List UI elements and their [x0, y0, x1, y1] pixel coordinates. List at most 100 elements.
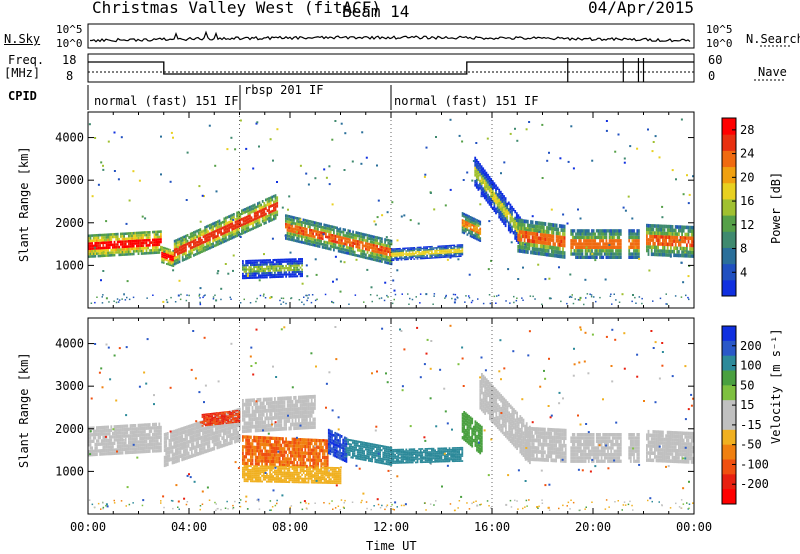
power-cell: [97, 239, 100, 242]
power-cell: [104, 236, 106, 239]
power-cell: [188, 250, 190, 254]
power-cell: [466, 221, 469, 224]
velocity-cell: [128, 450, 130, 455]
power-cell: [261, 214, 264, 217]
power-cell: [317, 222, 319, 225]
power-cell: [266, 259, 268, 262]
velocity-cell: [104, 432, 106, 436]
power-cell: [389, 259, 391, 262]
power-cell: [419, 258, 422, 260]
power-cell: [546, 229, 548, 234]
power-cell: [298, 260, 300, 263]
power-cell: [456, 250, 459, 252]
power-cell: [317, 227, 319, 231]
power-cell: [407, 254, 409, 256]
velocity-cell: [233, 414, 236, 416]
power-cell: [495, 187, 497, 192]
power-cell: [509, 210, 512, 214]
power-cell: [479, 186, 481, 190]
power-cell: [608, 252, 611, 256]
power-cell: [337, 241, 340, 244]
power-cell: [376, 241, 378, 245]
power-cell: [158, 243, 161, 246]
power-cell: [536, 228, 539, 233]
power-cell: [449, 256, 452, 259]
velocity-cell: [208, 413, 210, 415]
power-cell: [105, 297, 108, 300]
power-cell: [261, 259, 263, 262]
power-cell: [269, 213, 272, 217]
velocity-cell: [118, 431, 121, 435]
power-cell: [189, 246, 192, 250]
power-cell: [250, 227, 253, 231]
power-cell: [615, 232, 617, 236]
power-cell: [89, 237, 92, 240]
power-cell: [589, 235, 592, 240]
velocity-cell: [198, 447, 201, 452]
power-cell: [673, 249, 675, 254]
power-cell: [631, 242, 634, 246]
power-cell: [167, 261, 170, 264]
power-cell: [261, 276, 263, 279]
power-cell: [285, 222, 287, 226]
velocity-cell: [163, 440, 166, 445]
power-cell: [320, 228, 322, 232]
velocity-cell: [266, 416, 268, 421]
power-cell: [461, 219, 464, 222]
velocity-cell: [202, 431, 204, 436]
power-cell: [376, 236, 378, 239]
power-cell: [282, 260, 284, 263]
power-cell: [586, 249, 589, 253]
power-cell: [323, 240, 326, 244]
velocity-cell: [110, 438, 113, 442]
power-cell: [342, 250, 345, 254]
velocity-cell: [293, 407, 295, 412]
power-cell: [538, 236, 540, 241]
power-cell: [479, 220, 482, 223]
power-cell: [666, 253, 669, 257]
power-cell: [403, 258, 406, 261]
power-cell: [461, 231, 464, 234]
velocity-cell: [206, 429, 209, 434]
velocity-cell: [155, 436, 157, 440]
power-cell: [421, 250, 424, 253]
power-cell: [285, 214, 287, 218]
power-cell: [576, 255, 579, 259]
power-cell: [415, 252, 417, 254]
power-cell: [238, 168, 241, 171]
velocity-cell: [242, 417, 244, 422]
power-cell: [131, 245, 133, 248]
power-cell: [509, 226, 512, 231]
power-cell: [468, 222, 470, 225]
power-cell: [638, 229, 640, 233]
power-cell: [599, 229, 601, 233]
power-cell: [424, 257, 427, 260]
power-cell: [276, 199, 279, 202]
velocity-cell: [221, 436, 224, 441]
power-cell: [323, 229, 326, 232]
velocity-cell: [211, 435, 214, 440]
velocity-cell: [251, 398, 254, 403]
power-cell: [377, 256, 380, 260]
power-cell: [538, 225, 540, 229]
velocity-cell: [136, 427, 138, 431]
power-cell: [623, 161, 626, 164]
power-cell: [220, 224, 222, 228]
power-cell: [666, 228, 669, 232]
power-cell: [233, 227, 235, 230]
power-cell: [361, 255, 364, 259]
velocity-cell: [285, 426, 287, 431]
velocity-cell: [283, 426, 286, 431]
power-cell: [522, 219, 524, 223]
power-cell: [376, 164, 378, 167]
power-cell: [181, 253, 184, 256]
power-cell: [178, 237, 181, 241]
power-cell: [591, 245, 593, 249]
power-cell: [320, 231, 322, 235]
power-cell: [474, 173, 477, 177]
power-cell: [152, 243, 154, 247]
power-cell: [396, 269, 399, 272]
power-cell: [207, 230, 210, 234]
power-cell: [491, 183, 494, 187]
velocity-cell: [202, 439, 204, 443]
